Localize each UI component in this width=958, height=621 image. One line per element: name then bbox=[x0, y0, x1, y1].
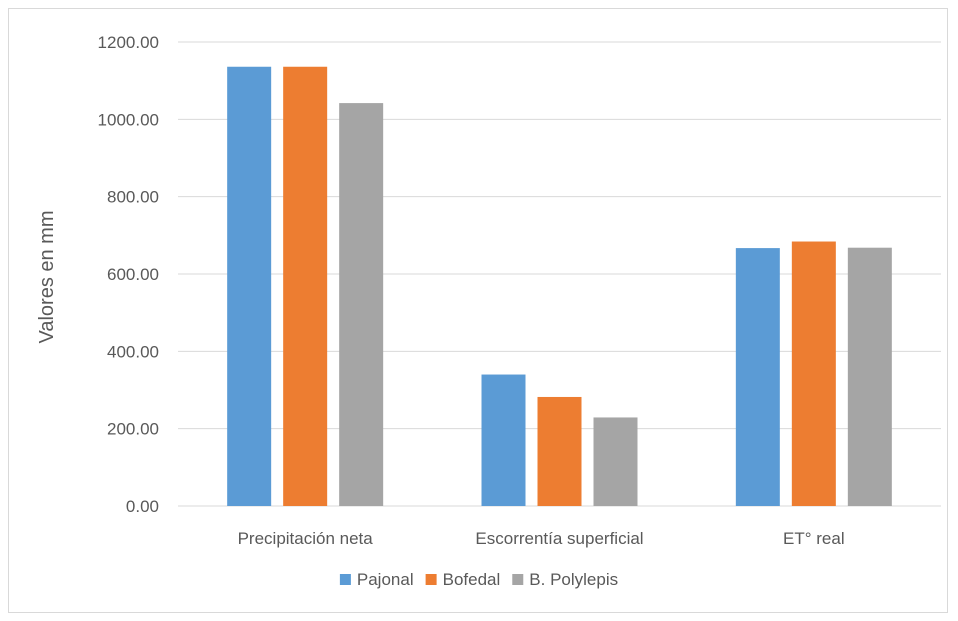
bars bbox=[227, 66, 892, 507]
legend-item: B. Polylepis bbox=[512, 570, 618, 589]
bar bbox=[339, 103, 384, 507]
x-tick-label: ET° real bbox=[783, 529, 845, 548]
y-tick-labels: 0.00 200.00 400.00 600.00 800.00 1000.00 1200.… bbox=[98, 33, 159, 516]
bar bbox=[227, 66, 272, 506]
y-tick-label: 600.00 bbox=[107, 265, 159, 284]
legend-swatch bbox=[339, 574, 351, 585]
legend-swatch bbox=[512, 574, 524, 585]
legend-swatch bbox=[425, 574, 437, 585]
x-tick-labels: Precipitación neta Escorrentía superficia… bbox=[238, 529, 845, 548]
bar bbox=[791, 241, 836, 506]
y-axis-label: Valores en mm bbox=[36, 210, 58, 343]
legend-item: Pajonal bbox=[339, 570, 414, 589]
bar-chart: 0.00 200.00 400.00 600.00 800.00 1000.00 1200.… bbox=[36, 33, 941, 589]
bar bbox=[735, 248, 780, 507]
legend-label: Pajonal bbox=[357, 570, 414, 589]
x-tick-label: Precipitación neta bbox=[238, 529, 374, 548]
x-tick-label: Escorrentía superficial bbox=[475, 529, 643, 548]
y-tick-label: 0.00 bbox=[126, 497, 159, 516]
y-tick-label: 1000.00 bbox=[98, 110, 159, 129]
legend: Pajonal Bofedal B. Polylepis bbox=[339, 570, 618, 589]
y-tick-label: 400.00 bbox=[107, 342, 159, 361]
y-tick-label: 1200.00 bbox=[98, 33, 159, 52]
y-tick-label: 200.00 bbox=[107, 420, 159, 439]
bar bbox=[593, 417, 638, 506]
bar bbox=[481, 374, 526, 506]
legend-item: Bofedal bbox=[425, 570, 501, 589]
bar bbox=[847, 247, 892, 506]
bar bbox=[283, 66, 328, 506]
chart-frame: 0.00 200.00 400.00 600.00 800.00 1000.00 1200.… bbox=[8, 8, 948, 613]
y-tick-label: 800.00 bbox=[107, 188, 159, 207]
legend-label: Bofedal bbox=[443, 570, 501, 589]
bar bbox=[537, 396, 582, 506]
legend-label: B. Polylepis bbox=[529, 570, 618, 589]
